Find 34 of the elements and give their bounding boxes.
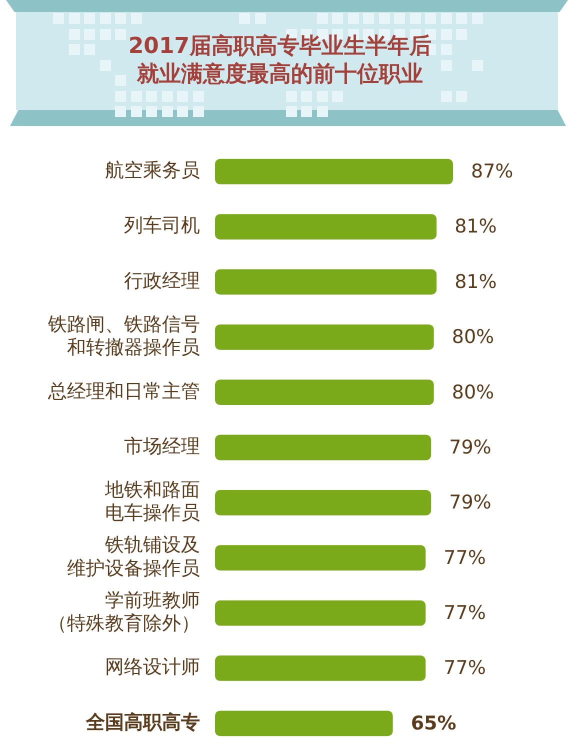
y-tick-label: 地铁和路面电车操作员 <box>104 479 200 524</box>
bar <box>215 656 426 681</box>
data-label: 79% <box>449 492 492 514</box>
chart-title: 2017届高职高专毕业生半年后就业满意度最高的前十位职业 <box>127 33 433 89</box>
y-tick-label: 航空乘务员 <box>105 160 200 182</box>
data-label: 79% <box>449 436 492 458</box>
bar <box>215 600 426 626</box>
data-label: 65% <box>410 712 456 734</box>
bar <box>215 324 434 350</box>
y-tick-label: 总经理和日常主管 <box>47 380 200 402</box>
y-tick-label: 行政经理 <box>124 270 200 292</box>
y-tick-label: 铁轨铺设及维护设备操作员 <box>67 534 200 580</box>
y-tick-label: 铁路闸、铁路信号和转撤器操作员 <box>47 313 200 359</box>
data-label: 77% <box>444 657 486 680</box>
bar <box>215 545 426 571</box>
data-label: 77% <box>444 602 486 624</box>
y-tick-label: 网络设计师 <box>105 656 200 678</box>
bar <box>215 380 434 406</box>
bar <box>215 434 432 460</box>
bar <box>215 269 437 295</box>
y-tick-label: 列车司机 <box>124 214 200 237</box>
bar <box>215 490 432 516</box>
data-label: 80% <box>452 381 494 404</box>
data-label: 80% <box>452 326 494 348</box>
data-label: 81% <box>454 270 497 293</box>
data-label: 87% <box>471 160 514 183</box>
y-tick-label: 市场经理 <box>124 435 200 458</box>
y-tick-label: 学前班教师（特殊教育除外） <box>48 589 200 635</box>
data-label: 77% <box>444 546 486 569</box>
bar <box>215 710 393 736</box>
bar <box>215 214 437 240</box>
bar <box>215 158 453 184</box>
y-tick-label: 全国高职高专 <box>85 711 200 734</box>
data-label: 81% <box>454 216 497 238</box>
